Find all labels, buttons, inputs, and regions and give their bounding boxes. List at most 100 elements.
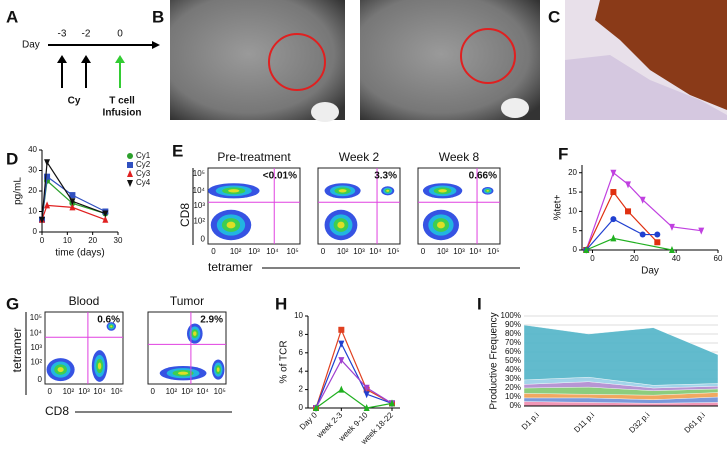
x-tick-label: 40 bbox=[672, 254, 681, 263]
series-line bbox=[41, 160, 106, 220]
x-tick-label: Day 0 bbox=[298, 410, 320, 432]
legend-label: Cy4 bbox=[136, 178, 151, 187]
series-line bbox=[315, 342, 393, 409]
data-point bbox=[44, 201, 51, 209]
cell-population bbox=[110, 325, 113, 328]
series-line bbox=[585, 190, 658, 251]
legend-label: Cy1 bbox=[136, 151, 151, 160]
panel-label: B bbox=[152, 7, 164, 26]
x-tick-label: 10 bbox=[63, 236, 72, 245]
x-tick-label: 10⁴ bbox=[469, 247, 482, 256]
x-tick-label: 0 bbox=[421, 247, 426, 256]
cell-population bbox=[338, 189, 347, 193]
x-tick-label: 0 bbox=[321, 247, 326, 256]
x-tick-label: 10⁵ bbox=[287, 247, 299, 256]
day-label: -2 bbox=[82, 29, 91, 40]
x-tick-label: 10⁴ bbox=[266, 247, 279, 256]
legend-label: Cy2 bbox=[136, 160, 151, 169]
x-tick-label: D1 p.i bbox=[520, 410, 541, 431]
data-point bbox=[610, 234, 617, 242]
x-tick-label: 10² bbox=[166, 387, 178, 396]
panel-label: A bbox=[6, 7, 18, 26]
x-tick-label: 10⁵ bbox=[487, 247, 499, 256]
y-tick-label: 40 bbox=[28, 145, 37, 154]
x-tick-label: 10³ bbox=[353, 247, 365, 256]
legend-marker bbox=[127, 162, 133, 168]
data-point bbox=[625, 181, 632, 189]
x-tick-label: 10³ bbox=[78, 387, 90, 396]
panel-title: Blood bbox=[69, 294, 100, 308]
series-line bbox=[585, 218, 658, 251]
panel-label: G bbox=[6, 294, 19, 313]
cell-population bbox=[386, 189, 390, 192]
panel-label: C bbox=[548, 7, 560, 26]
data-point bbox=[313, 404, 319, 411]
x-tick-label: 10² bbox=[63, 387, 75, 396]
ct-image bbox=[360, 0, 540, 120]
cell-population bbox=[337, 221, 345, 229]
data-point bbox=[668, 223, 675, 231]
x-tick-label: 0 bbox=[590, 254, 595, 263]
x-tick-label: 10² bbox=[437, 247, 449, 256]
area-segment bbox=[523, 324, 719, 386]
x-axis-label: CD8 bbox=[45, 404, 69, 418]
y-tick-label: 0 bbox=[201, 235, 206, 244]
gate-percent: 0.6% bbox=[97, 315, 120, 326]
data-point bbox=[639, 196, 646, 204]
legend-marker bbox=[127, 180, 133, 187]
series-line bbox=[315, 388, 393, 409]
data-point bbox=[44, 173, 51, 180]
data-point bbox=[583, 246, 590, 253]
y-tick-label: 10 bbox=[28, 207, 37, 216]
y-tick-label: 8 bbox=[299, 330, 304, 339]
y-tick-label: 10⁵ bbox=[30, 313, 42, 322]
data-point bbox=[654, 231, 661, 238]
data-point bbox=[338, 340, 345, 348]
y-axis-label: pg/mL bbox=[13, 177, 24, 205]
data-point bbox=[363, 404, 370, 411]
legend-label: Cy3 bbox=[136, 169, 151, 178]
series-line bbox=[315, 359, 393, 409]
panel-label: F bbox=[558, 144, 568, 163]
y-tick-label: 6 bbox=[299, 348, 304, 357]
series-line bbox=[585, 171, 702, 251]
day-label: -3 bbox=[58, 29, 67, 40]
x-tick-label: D11 p.i bbox=[572, 410, 596, 434]
x-tick-label: 20 bbox=[88, 236, 97, 245]
y-tick-label: 5 bbox=[573, 226, 578, 235]
y-tick-label: 10% bbox=[505, 392, 521, 401]
data-point bbox=[338, 326, 345, 333]
y-axis-label: tetramer bbox=[10, 328, 24, 373]
cell-population bbox=[226, 221, 236, 229]
data-point bbox=[338, 385, 345, 393]
cell-population bbox=[177, 371, 189, 375]
panel-label: D bbox=[6, 149, 18, 168]
x-tick-label: 10⁴ bbox=[196, 387, 209, 396]
panel-title: Pre-treatment bbox=[217, 150, 291, 164]
y-axis-label: % of TCR bbox=[279, 340, 290, 383]
x-axis-label: Day bbox=[641, 266, 659, 277]
x-tick-label: 20 bbox=[630, 254, 639, 263]
x-tick-label: 10³ bbox=[181, 387, 193, 396]
cell-population bbox=[193, 331, 197, 336]
agent-label: Infusion bbox=[103, 108, 142, 119]
cell-population bbox=[57, 367, 64, 373]
y-tick-label: 10⁴ bbox=[30, 329, 43, 338]
x-tick-label: 10⁵ bbox=[214, 387, 226, 396]
y-tick-label: 0 bbox=[33, 227, 38, 236]
cell-population bbox=[436, 221, 445, 229]
y-tick-label: 0 bbox=[38, 375, 43, 384]
timeline-label: Day bbox=[22, 40, 40, 51]
y-tick-label: 10² bbox=[30, 358, 42, 367]
y-tick-label: 10³ bbox=[30, 343, 42, 352]
series-line bbox=[315, 328, 393, 409]
data-point bbox=[363, 391, 370, 399]
cell-population bbox=[486, 189, 489, 192]
series-line bbox=[41, 175, 106, 220]
x-tick-label: 10³ bbox=[453, 247, 465, 256]
data-point bbox=[102, 210, 109, 218]
data-point bbox=[654, 239, 661, 246]
y-tick-label: 100% bbox=[501, 311, 521, 320]
series-line bbox=[41, 204, 106, 221]
x-tick-label: 10³ bbox=[248, 247, 260, 256]
